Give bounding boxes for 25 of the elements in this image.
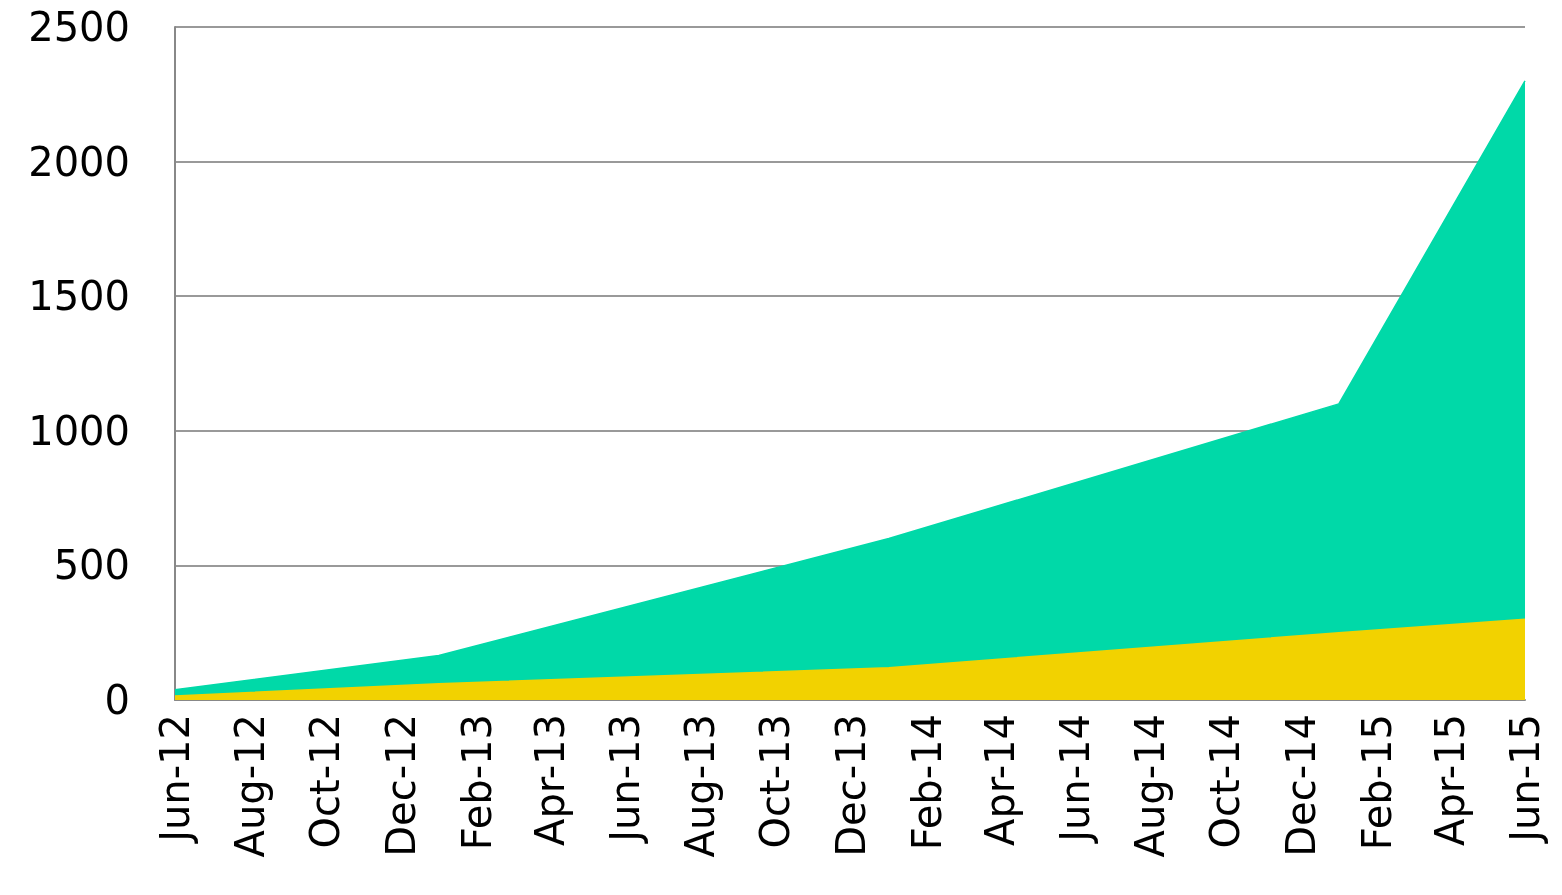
- y-tick-label: 1000: [28, 407, 130, 454]
- x-tick-label: Apr-13: [526, 714, 573, 846]
- x-tick-label: Feb-13: [454, 714, 501, 851]
- x-tick-label: Oct-13: [752, 714, 799, 849]
- x-tick-label: Dec-13: [827, 714, 874, 857]
- x-tick-label: Aug-12: [227, 714, 274, 858]
- x-tick-label: Feb-14: [904, 714, 951, 851]
- x-tick-label: Dec-14: [1277, 714, 1324, 857]
- x-tick-label: Feb-15: [1354, 714, 1401, 851]
- x-tick-label: Oct-14: [1202, 714, 1249, 849]
- x-tick-label: Aug-14: [1127, 714, 1174, 858]
- y-tick-label: 2000: [28, 138, 130, 185]
- x-tick-label: Jun-13: [602, 714, 648, 845]
- y-tick-label: 500: [53, 542, 130, 589]
- x-tick-label: Apr-14: [976, 714, 1023, 846]
- x-tick-label: Dec-12: [377, 714, 424, 857]
- x-tick-label: Oct-12: [302, 714, 349, 849]
- y-tick-label: 2500: [28, 4, 130, 50]
- y-tick-label: 0: [104, 677, 130, 723]
- x-tick-label: Apr-15: [1426, 714, 1473, 846]
- x-tick-label: Jun-15: [1502, 714, 1548, 845]
- x-tick-label: Jun-14: [1052, 714, 1098, 845]
- x-tick-label: Jun-12: [152, 714, 198, 845]
- x-tick-label: Aug-13: [677, 714, 724, 858]
- y-tick-label: 1500: [28, 273, 130, 320]
